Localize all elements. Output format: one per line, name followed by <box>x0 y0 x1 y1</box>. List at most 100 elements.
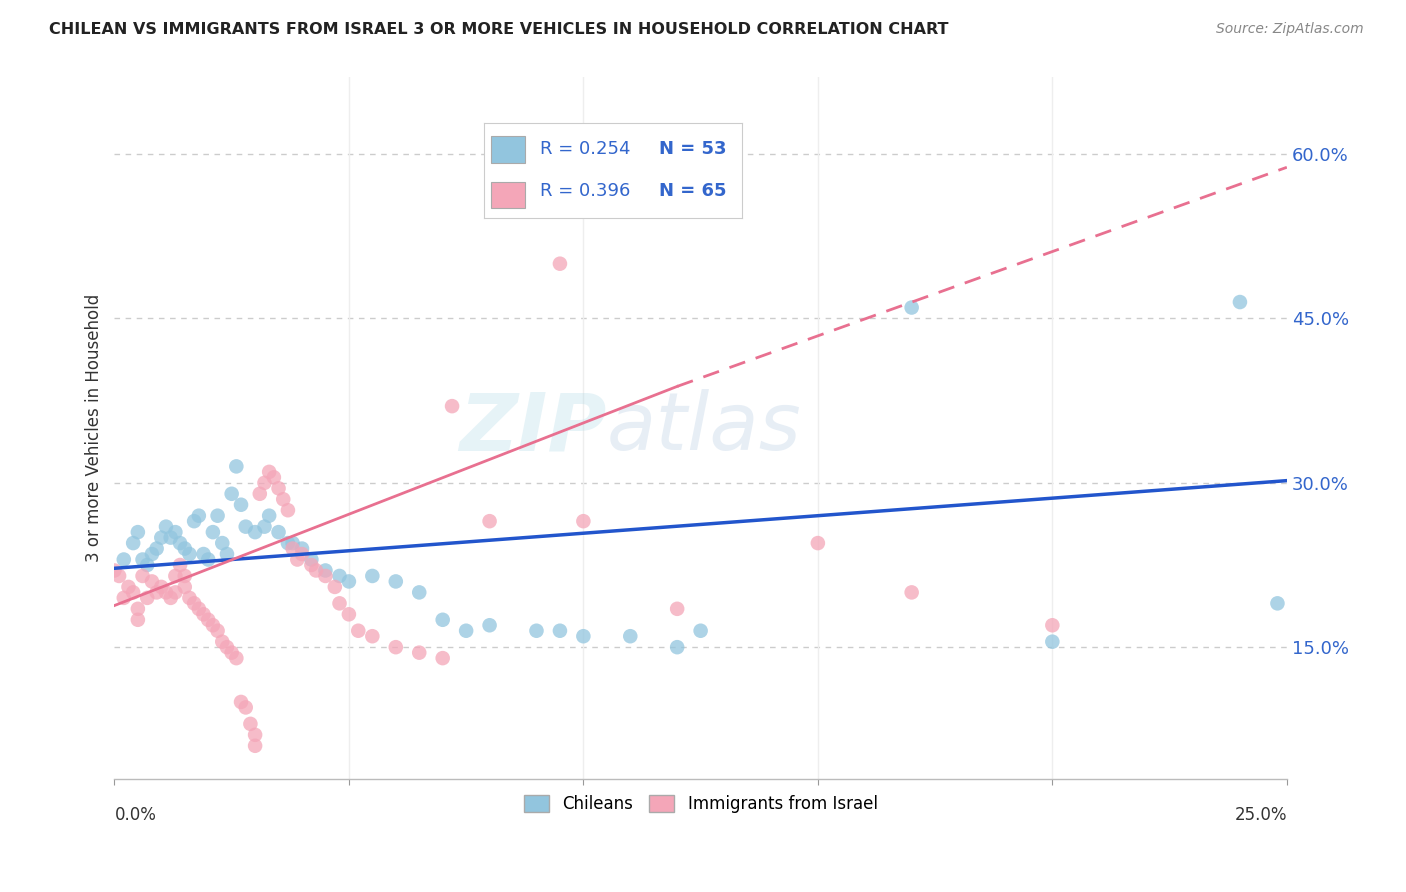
Point <box>243 525 266 540</box>
Point <box>291 547 314 561</box>
Point <box>432 651 454 665</box>
Point <box>277 536 299 550</box>
Point <box>136 558 159 572</box>
Point <box>572 514 595 528</box>
Point <box>253 475 276 490</box>
Point <box>193 547 215 561</box>
Point <box>141 574 163 589</box>
Point <box>229 498 252 512</box>
Point <box>197 552 219 566</box>
Point <box>257 465 280 479</box>
Point <box>323 580 346 594</box>
Point <box>257 508 280 523</box>
Point <box>271 492 294 507</box>
Point <box>441 399 464 413</box>
Point <box>136 591 159 605</box>
Point <box>169 536 191 550</box>
Point <box>263 470 285 484</box>
Point <box>211 536 233 550</box>
Point <box>408 585 430 599</box>
Point <box>173 541 195 556</box>
Point <box>253 519 276 533</box>
Point <box>193 607 215 622</box>
Point <box>103 564 125 578</box>
Point <box>215 547 238 561</box>
Point <box>432 613 454 627</box>
Point <box>145 541 167 556</box>
Point <box>299 558 322 572</box>
Point <box>127 602 149 616</box>
Point <box>239 717 262 731</box>
Y-axis label: 3 or more Vehicles in Household: 3 or more Vehicles in Household <box>86 294 103 562</box>
Point <box>328 569 350 583</box>
Point <box>666 602 689 616</box>
Point <box>187 602 209 616</box>
Point <box>281 541 304 556</box>
Point <box>347 624 370 638</box>
Point <box>127 525 149 540</box>
Point <box>243 739 266 753</box>
Point <box>122 585 145 599</box>
Point <box>314 564 336 578</box>
Point <box>173 569 195 583</box>
Point <box>235 519 257 533</box>
Point <box>277 503 299 517</box>
Point <box>900 585 922 599</box>
Point <box>150 580 173 594</box>
Point <box>165 525 187 540</box>
Point <box>478 618 501 632</box>
Point <box>385 574 408 589</box>
Point <box>145 585 167 599</box>
Point <box>281 536 304 550</box>
Point <box>150 531 173 545</box>
Point <box>179 591 201 605</box>
Point <box>478 514 501 528</box>
Point <box>526 624 548 638</box>
Point <box>337 607 360 622</box>
Point <box>314 569 336 583</box>
Point <box>159 531 181 545</box>
Point <box>385 640 408 655</box>
Point <box>179 547 201 561</box>
Point <box>1229 295 1251 310</box>
Point <box>900 301 922 315</box>
Point <box>117 580 139 594</box>
Point <box>408 646 430 660</box>
Point <box>183 514 205 528</box>
Text: CHILEAN VS IMMIGRANTS FROM ISRAEL 3 OR MORE VEHICLES IN HOUSEHOLD CORRELATION CH: CHILEAN VS IMMIGRANTS FROM ISRAEL 3 OR M… <box>49 22 949 37</box>
Point <box>122 536 145 550</box>
Point <box>229 695 252 709</box>
Point <box>201 525 224 540</box>
Point <box>291 541 314 556</box>
Legend: Chileans, Immigrants from Israel: Chileans, Immigrants from Israel <box>517 788 884 820</box>
Point <box>267 481 290 495</box>
Point <box>225 459 247 474</box>
Point <box>267 525 290 540</box>
Point <box>197 613 219 627</box>
Point <box>619 629 641 643</box>
Point <box>225 651 247 665</box>
Point <box>299 552 322 566</box>
Point <box>526 202 548 216</box>
Point <box>243 728 266 742</box>
Point <box>548 624 571 638</box>
Point <box>548 257 571 271</box>
Point <box>155 585 177 599</box>
Point <box>112 591 135 605</box>
Point <box>666 640 689 655</box>
Point <box>183 596 205 610</box>
Point <box>456 624 478 638</box>
Point <box>807 536 830 550</box>
Point <box>361 569 384 583</box>
Point <box>221 487 243 501</box>
Point <box>165 585 187 599</box>
Point <box>215 640 238 655</box>
Point <box>131 552 153 566</box>
Point <box>127 613 149 627</box>
Point <box>201 618 224 632</box>
Point <box>112 552 135 566</box>
Point <box>328 596 350 610</box>
Point <box>207 624 229 638</box>
Point <box>155 519 177 533</box>
Point <box>249 487 271 501</box>
